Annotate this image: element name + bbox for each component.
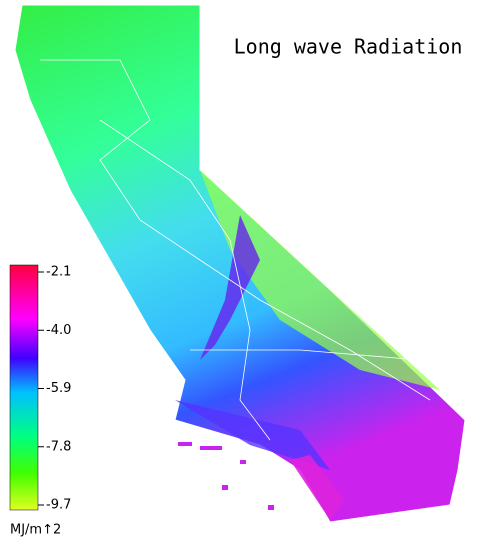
tick-label: -4.0	[46, 323, 71, 338]
map-title: Long wave Radiation	[234, 35, 463, 59]
colorbar-ticks: -2.1 -4.0 -5.9 -7.8 -9.7	[38, 265, 71, 513]
tick-label: -2.1	[46, 265, 71, 280]
colorbar-unit: MJ/m↑2	[10, 523, 61, 538]
tick-label: -7.8	[46, 439, 71, 454]
state-shape	[14, 4, 466, 523]
islands	[178, 442, 274, 510]
colorbar	[9, 264, 39, 511]
tick-label: -9.7	[46, 498, 71, 513]
tick-label: -5.9	[46, 381, 71, 396]
